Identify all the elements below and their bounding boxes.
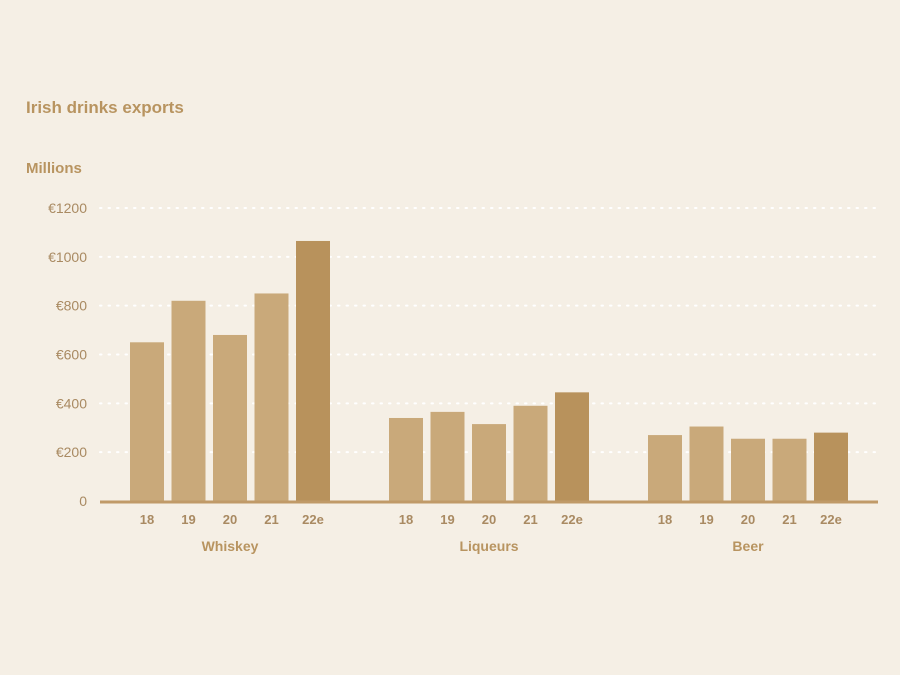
x-tick-label: 20 [223, 512, 237, 527]
y-tick-label: €600 [56, 347, 87, 363]
y-tick-label: 0 [79, 493, 87, 509]
bar-liqueurs-20 [472, 424, 506, 501]
unit-label: Millions [26, 160, 82, 177]
x-tick-label: 22e [561, 512, 583, 527]
x-tick-label: 21 [523, 512, 537, 527]
y-tick-label: €200 [56, 444, 87, 460]
bar-whiskey-21 [254, 293, 289, 501]
x-tick-label: 18 [140, 512, 154, 527]
x-tick-label: 19 [440, 512, 454, 527]
x-tick-label: 22e [820, 512, 842, 527]
x-tick-label: 21 [264, 512, 278, 527]
group-label: Whiskey [202, 538, 259, 554]
x-tick-label: 20 [741, 512, 755, 527]
y-axis-ticks: 0 €200 €400 €600 €800 €1000 €1200 [48, 200, 87, 509]
bar-beer-21 [772, 438, 807, 501]
bar-whiskey-20 [213, 334, 247, 501]
y-tick-label: €400 [56, 395, 87, 411]
bar-liqueurs-21 [513, 405, 548, 501]
x-tick-label: 18 [658, 512, 672, 527]
bar-beer-19 [689, 426, 724, 501]
group-label: Liqueurs [459, 538, 518, 554]
x-tick-label: 22e [302, 512, 324, 527]
bar-beer-18 [648, 435, 682, 501]
bar-liqueurs-19 [430, 411, 465, 501]
bar-whiskey-19 [171, 300, 206, 501]
y-tick-label: €1000 [48, 249, 87, 265]
y-tick-label: €800 [56, 298, 87, 314]
x-tick-label: 19 [699, 512, 713, 527]
x-tick-label: 18 [399, 512, 413, 527]
x-tick-label: 20 [482, 512, 496, 527]
bar-liqueurs-22e [555, 392, 589, 501]
group-labels: Whiskey Liqueurs Beer [202, 538, 765, 554]
bar-whiskey-22e [296, 240, 330, 501]
bars [130, 240, 848, 501]
group-label: Beer [732, 538, 764, 554]
x-tick-label: 19 [181, 512, 195, 527]
bar-beer-20 [731, 438, 765, 501]
bar-liqueurs-18 [389, 417, 423, 501]
y-tick-label: €1200 [48, 200, 87, 216]
chart-title: Irish drinks exports [26, 98, 184, 117]
bar-beer-22e [814, 432, 848, 501]
x-tick-label: 21 [782, 512, 796, 527]
x-axis-ticks: 18 19 20 21 22e 18 19 20 21 22e 18 19 20 21 22e [140, 512, 842, 527]
bar-whiskey-18 [130, 342, 164, 501]
